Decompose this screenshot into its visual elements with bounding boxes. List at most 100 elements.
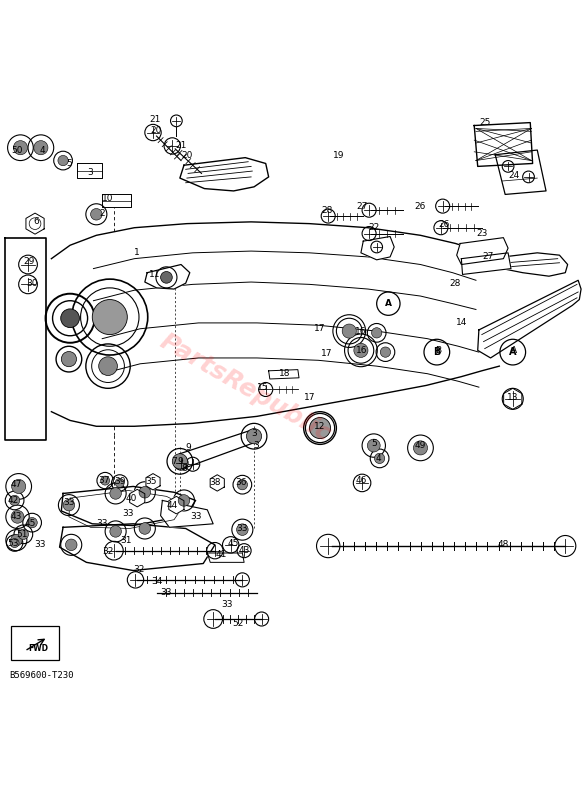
Circle shape [18,529,29,539]
Text: 33: 33 [190,512,201,522]
Text: 12: 12 [314,422,326,430]
Circle shape [115,478,124,487]
Circle shape [99,357,117,375]
Text: 22: 22 [368,223,380,232]
Text: 36: 36 [235,478,246,487]
Text: 17: 17 [321,349,333,358]
Text: 20: 20 [181,151,193,160]
Text: 33: 33 [34,540,46,550]
Text: 3: 3 [88,168,93,177]
Polygon shape [474,122,533,166]
FancyBboxPatch shape [11,626,59,660]
Text: B569600-T230: B569600-T230 [9,671,73,680]
Text: 5: 5 [66,159,72,168]
Text: 27: 27 [482,253,493,262]
Polygon shape [61,486,196,526]
Text: 46: 46 [355,476,367,485]
Circle shape [61,351,77,366]
Text: 52: 52 [232,618,244,627]
Text: 53: 53 [7,538,19,547]
Circle shape [367,439,380,452]
Text: 51: 51 [16,530,28,539]
Polygon shape [77,163,102,178]
Text: 28: 28 [450,278,461,288]
Text: 42: 42 [7,496,19,505]
Text: 16: 16 [356,346,368,355]
Text: 5: 5 [371,439,377,448]
Polygon shape [495,150,546,194]
Polygon shape [207,553,244,562]
Circle shape [310,418,331,438]
Polygon shape [479,253,568,276]
Text: 1: 1 [134,248,140,258]
Text: 30: 30 [26,278,38,288]
Text: 33: 33 [161,588,172,598]
Polygon shape [503,388,522,410]
Polygon shape [51,222,499,426]
Text: 10: 10 [102,194,114,203]
Text: 33: 33 [123,510,134,518]
Text: 32: 32 [133,565,145,574]
Text: 43: 43 [11,512,22,522]
Text: 20: 20 [151,126,162,134]
Circle shape [413,441,427,455]
Text: 11: 11 [149,270,161,279]
Text: 48: 48 [498,540,509,550]
Text: 24: 24 [508,170,520,180]
Circle shape [374,454,385,463]
Circle shape [139,522,151,534]
Text: 35: 35 [145,478,157,486]
Text: 19: 19 [333,151,345,160]
Text: 3: 3 [253,441,259,450]
Text: 29: 29 [23,257,35,266]
Text: 7: 7 [171,457,177,466]
Circle shape [342,324,356,338]
Text: 17: 17 [304,393,315,402]
Text: 49: 49 [415,441,426,450]
Polygon shape [457,238,508,265]
Text: 27: 27 [356,202,368,210]
Text: 45: 45 [25,519,36,528]
Text: 41: 41 [215,550,227,559]
Polygon shape [130,490,145,507]
Circle shape [161,271,172,283]
Circle shape [371,328,382,338]
Circle shape [65,539,77,550]
Circle shape [11,510,24,523]
Text: 43: 43 [238,546,250,555]
Polygon shape [26,213,44,234]
Circle shape [10,538,19,547]
Text: 33: 33 [221,600,232,609]
Text: A: A [511,346,517,355]
Text: 31: 31 [120,536,131,545]
Text: 3: 3 [251,430,257,438]
Circle shape [172,454,187,469]
Text: 18: 18 [279,370,291,378]
Circle shape [12,479,26,494]
Text: 6: 6 [33,218,39,226]
Text: 39: 39 [114,478,126,486]
Text: 14: 14 [456,318,467,327]
Polygon shape [180,429,256,469]
Circle shape [11,534,22,546]
Text: 26: 26 [415,202,426,210]
Circle shape [9,495,20,506]
Text: B: B [433,347,440,357]
Text: PartsRepublic: PartsRepublic [155,330,335,447]
Polygon shape [145,265,190,289]
Text: 33: 33 [96,519,108,528]
Polygon shape [60,524,215,570]
Text: 50: 50 [12,146,23,154]
Text: 47: 47 [11,480,22,489]
Polygon shape [361,237,394,260]
Text: 21: 21 [175,142,187,150]
Circle shape [237,479,248,490]
Text: 8: 8 [181,465,187,474]
Polygon shape [210,474,224,491]
Circle shape [58,155,68,166]
Polygon shape [478,280,581,358]
Circle shape [110,488,121,499]
Text: 9: 9 [177,457,183,466]
Text: 13: 13 [507,393,519,402]
Circle shape [13,141,27,154]
